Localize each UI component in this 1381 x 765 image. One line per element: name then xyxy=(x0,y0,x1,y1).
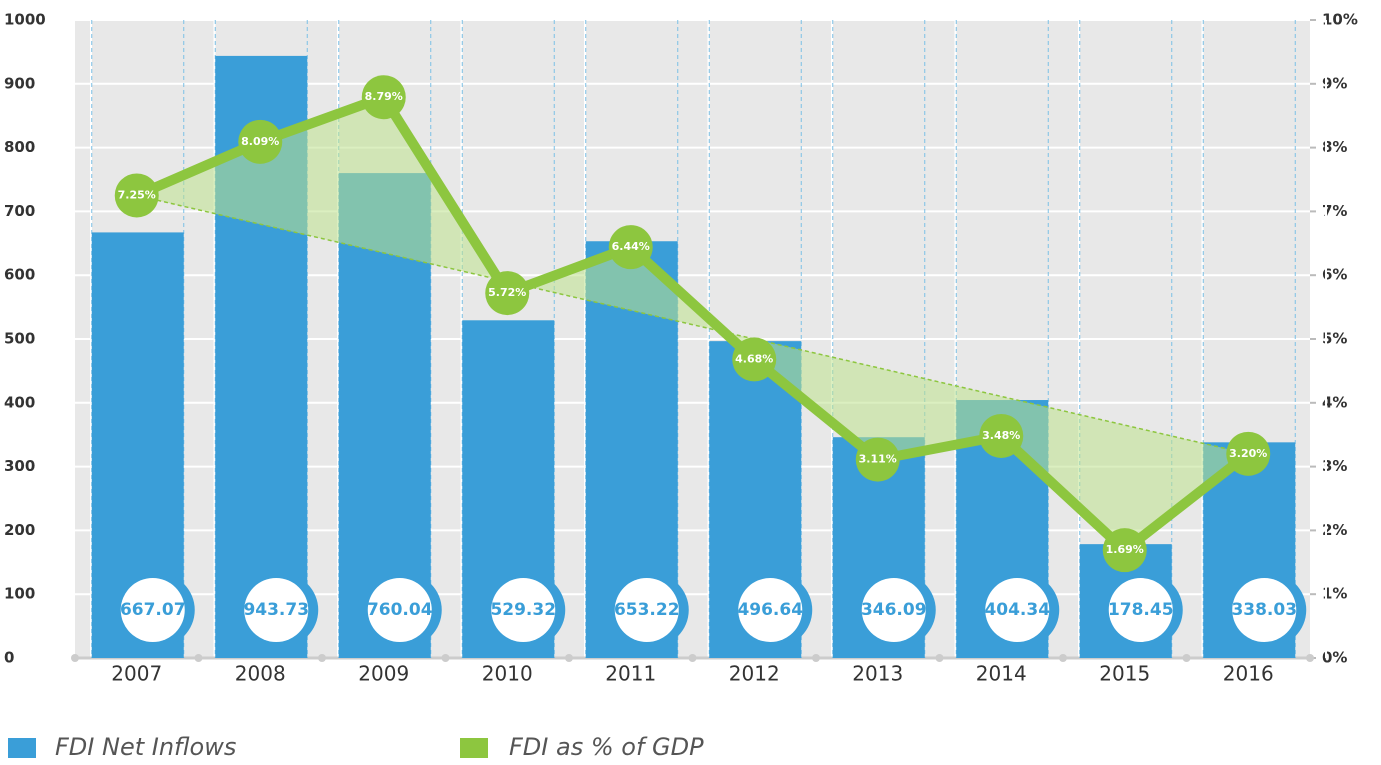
value-bubble xyxy=(738,578,803,642)
line-label: 8.79% xyxy=(365,90,403,103)
line-label: 3.11% xyxy=(859,453,897,466)
line-point xyxy=(361,75,406,120)
bar-value-label: 943.73 xyxy=(243,600,309,620)
line-point xyxy=(979,413,1024,458)
x-tick-label: 2011 xyxy=(605,662,656,686)
bar-value-label: 653.22 xyxy=(614,600,680,620)
bar-value-label: 346.09 xyxy=(861,600,927,620)
x-tick-label: 2009 xyxy=(358,662,409,686)
line-label: 3.20% xyxy=(1229,447,1267,460)
bar-value-label: 338.03 xyxy=(1231,600,1297,620)
line-point xyxy=(238,119,283,164)
x-tick-label: 2012 xyxy=(729,662,780,686)
y-tick-label: 500 xyxy=(4,330,35,348)
bar-value-label: 529.32 xyxy=(490,600,556,620)
y-tick-label: 100 xyxy=(4,585,35,603)
y2-tick-label: 7% xyxy=(1322,202,1347,220)
line-label: 8.09% xyxy=(241,135,279,148)
x-tick-label: 2007 xyxy=(111,662,162,686)
y-tick-label: 1000 xyxy=(4,11,46,29)
y-tick-label: 800 xyxy=(4,138,35,156)
line-point xyxy=(608,225,653,270)
value-bubble xyxy=(1108,578,1173,642)
x-tick-label: 2016 xyxy=(1223,662,1274,686)
y2-tick-label: 8% xyxy=(1322,138,1347,156)
y-tick-label: 200 xyxy=(4,521,35,539)
line-point xyxy=(485,271,530,316)
y2-tick-label: 9% xyxy=(1322,74,1347,92)
y2-tick-label: 5% xyxy=(1322,330,1347,348)
y2-tick-label: 3% xyxy=(1322,457,1347,475)
value-bubble xyxy=(614,578,679,642)
y-tick-label: 600 xyxy=(4,266,35,284)
legend-swatch xyxy=(8,738,36,758)
line-point xyxy=(855,437,900,482)
value-bubble xyxy=(244,578,309,642)
x-tick-label: 2013 xyxy=(852,662,903,686)
y-tick-label: 400 xyxy=(4,393,35,411)
legend-label: FDI Net Inflows xyxy=(55,733,236,761)
line-label: 1.69% xyxy=(1106,543,1144,556)
y2-tick-label: 1% xyxy=(1322,585,1347,603)
line-label: 7.25% xyxy=(118,188,156,201)
line-point xyxy=(114,173,159,218)
y-tick-label: 700 xyxy=(4,202,35,220)
x-tick-label: 2008 xyxy=(235,662,286,686)
y2-tick-label: 2% xyxy=(1322,521,1347,539)
y2-tick-label: 10% xyxy=(1322,11,1358,29)
value-bubble xyxy=(491,578,556,642)
legend-swatch xyxy=(460,738,488,758)
line-point xyxy=(1102,528,1147,573)
x-tick-label: 2010 xyxy=(482,662,533,686)
value-bubble xyxy=(985,578,1050,642)
bar-value-label: 178.45 xyxy=(1108,600,1174,620)
line-label: 3.48% xyxy=(982,429,1020,442)
y2-tick-label: 4% xyxy=(1322,393,1347,411)
bar-value-label: 667.07 xyxy=(120,600,186,620)
y-tick-label: 0 xyxy=(4,649,14,667)
bar-value-label: 404.34 xyxy=(984,600,1050,620)
value-bubble xyxy=(367,578,432,642)
line xyxy=(134,92,1252,556)
x-tick-label: 2015 xyxy=(1099,662,1150,686)
value-bubble xyxy=(1232,578,1297,642)
y2-tick-label: 0% xyxy=(1322,649,1347,667)
y-tick-label: 300 xyxy=(4,457,35,475)
y2-tick-label: 6% xyxy=(1322,266,1347,284)
trend-line xyxy=(136,194,1249,455)
line-label: 5.72% xyxy=(488,286,526,299)
bar-value-label: 760.04 xyxy=(367,600,433,620)
line-label: 4.68% xyxy=(735,352,773,365)
bar-value-label: 496.64 xyxy=(737,600,803,620)
value-bubble xyxy=(861,578,926,642)
line-label: 6.44% xyxy=(612,240,650,253)
legend-label: FDI as % of GDP xyxy=(509,733,704,761)
line-point xyxy=(732,337,777,382)
line-point xyxy=(1226,431,1271,476)
x-tick-label: 2014 xyxy=(976,662,1027,686)
y-tick-label: 900 xyxy=(4,74,35,92)
value-bubble xyxy=(120,578,185,642)
